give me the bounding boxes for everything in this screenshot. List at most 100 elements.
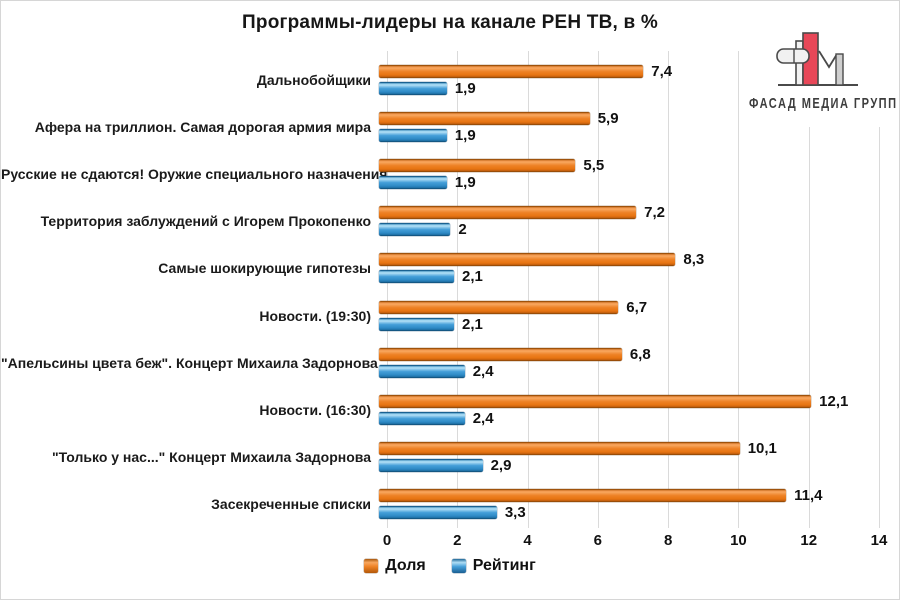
category-label: Русские не сдаются! Оружие специального …: [1, 166, 388, 182]
gridline: [879, 51, 880, 528]
gridline: [668, 51, 670, 528]
bar-line: 8,3: [379, 251, 879, 269]
bar-group: 7,4 1,9: [379, 62, 879, 97]
bar-line: 2,4: [379, 410, 879, 428]
share-value-label: 5,5: [583, 157, 605, 174]
rating-value-label: 2,9: [490, 457, 512, 475]
category-row: Русские не сдаются! Оружие специального …: [1, 150, 879, 197]
category-row: "Апельсины цвета беж". Концерт Михаила З…: [1, 339, 879, 386]
category-row: Новости. (19:30) 6,7 2,1: [1, 292, 879, 339]
bar-line: 1,9: [379, 79, 879, 97]
share-bar: [379, 489, 787, 503]
bar-group: 6,7 2,1: [379, 298, 879, 333]
bar-line: 11,4: [379, 487, 879, 504]
rating-value-label: 2,4: [472, 410, 494, 428]
category-label: "Только у нас..." Концерт Михаила Задорн…: [51, 449, 371, 466]
rating-bar: [379, 81, 447, 95]
share-bar: [379, 347, 622, 361]
bar-line: 2,4: [379, 362, 879, 380]
bar-line: 2,9: [379, 457, 879, 475]
rating-value-label: 3,3: [504, 504, 526, 522]
x-axis-tick-label: 0: [382, 532, 392, 549]
category-label: Дальнобойщики: [256, 71, 371, 88]
category-label: Территория заблуждений с Игорем Прокопен…: [40, 213, 371, 230]
bar-line: 2,1: [379, 268, 879, 286]
bar-group: 7,2 2: [379, 204, 879, 239]
rating-bar: [379, 270, 454, 284]
bar-group: 8,3 2,1: [379, 251, 879, 286]
rating-bar: [379, 223, 451, 237]
x-axis-tick-label: 12: [800, 532, 818, 549]
category-label: Новости. (19:30): [259, 307, 371, 324]
category-label: Афера на триллион. Самая дорогая армия м…: [34, 118, 371, 135]
share-bar: [379, 300, 619, 314]
rating-value-label: 1,9: [454, 79, 476, 97]
category-row: Территория заблуждений с Игорем Прокопен…: [1, 198, 879, 245]
bar-line: 7,4: [379, 62, 879, 80]
rating-bar: [379, 317, 454, 331]
gridline: [387, 51, 388, 528]
category-label: Засекреченные списки: [211, 496, 371, 513]
bar-line: 1,9: [379, 126, 879, 144]
category-label: "Апельсины цвета беж". Концерт Михаила З…: [1, 354, 378, 371]
share-value-label: 10,1: [747, 440, 777, 458]
category-row: Дальнобойщики 7,4 1,9: [1, 56, 879, 103]
x-axis-tick-label: 8: [663, 532, 673, 549]
gridline: [457, 51, 459, 528]
rating-value-label: 2,1: [462, 268, 483, 286]
share-bar: [379, 159, 576, 172]
legend-label-share: Доля: [385, 557, 426, 574]
plot-area: Дальнобойщики 7,4 1,9 Афера на триллион. Са…: [1, 56, 879, 528]
category-row: Самые шокирующие гипотезы 8,3 2,1: [1, 245, 879, 292]
share-value-label: 7,2: [644, 204, 665, 222]
share-bar: [379, 64, 644, 78]
bar-group: 5,9 1,9: [379, 109, 879, 144]
bar-group: 10,1 2,9: [379, 440, 879, 475]
bar-line: 6,7: [379, 298, 879, 316]
gridline: [808, 51, 810, 528]
share-bar: [379, 253, 676, 267]
category-row: Новости. (16:30) 12,1 2,4: [1, 386, 879, 433]
category-row: Засекреченные списки 11,4 3,3: [1, 481, 879, 528]
bar-line: 2: [379, 221, 879, 239]
x-axis-tick-label: 6: [593, 532, 603, 549]
bar-line: 5,5: [379, 157, 879, 174]
x-axis-tick-label: 14: [870, 532, 888, 549]
share-bar: [379, 206, 637, 220]
bar-line: 1,9: [379, 174, 879, 191]
rating-value-label: 2,1: [462, 315, 483, 333]
rating-bar: [379, 459, 483, 473]
category-label: Новости. (16:30): [259, 402, 371, 419]
share-value-label: 5,9: [597, 109, 619, 127]
rating-bar: [379, 128, 447, 142]
bar-group: 6,8 2,4: [379, 346, 879, 380]
share-value-label: 12,1: [819, 393, 849, 411]
share-value-label: 7,4: [651, 62, 673, 80]
bar-line: 5,9: [379, 109, 879, 127]
x-axis-tick-label: 4: [523, 532, 532, 549]
rating-bar: [379, 364, 465, 378]
legend-item-rating: Рейтинг: [451, 557, 536, 575]
logo-mark-icon: [776, 32, 858, 86]
plot-gridlines: [387, 51, 880, 528]
bar-line: 12,1: [379, 393, 879, 411]
category-row: "Только у нас..." Концерт Михаила Задорн…: [1, 434, 879, 481]
gridline: [597, 51, 599, 528]
rating-bar: [379, 176, 447, 189]
bar-group: 12,1 2,4: [379, 393, 879, 428]
share-bar: [379, 395, 812, 409]
rating-value-label: 1,9: [454, 126, 476, 144]
share-bar: [379, 442, 740, 456]
bar-line: 6,8: [379, 346, 879, 363]
logo: ФАСАД МЕДИА ГРУПП: [743, 25, 896, 127]
share-bar: [379, 111, 590, 125]
share-value-label: 8,3: [683, 251, 705, 269]
category-label: Самые шокирующие гипотезы: [158, 260, 371, 277]
share-value-label: 6,7: [626, 298, 648, 316]
rating-value-label: 2: [458, 221, 467, 239]
x-axis-tick-label: 10: [730, 532, 747, 549]
legend-label-rating: Рейтинг: [472, 557, 536, 574]
legend-item-share: Доля: [364, 557, 426, 575]
rating-value-label: 2,4: [472, 362, 494, 380]
